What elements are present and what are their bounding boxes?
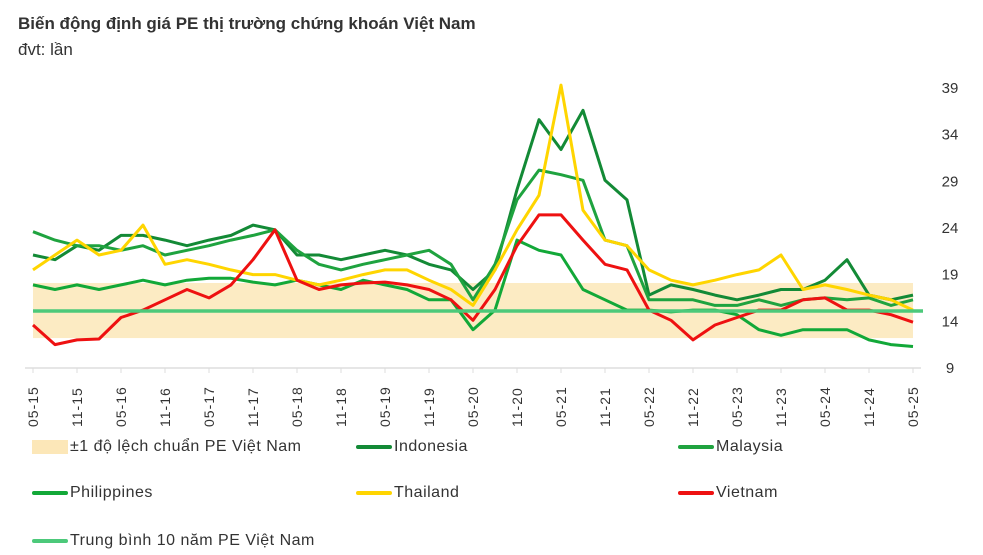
legend-label: Vietnam <box>716 484 778 501</box>
x-tick-label: 11-22 <box>685 387 701 427</box>
legend-label: Philippines <box>70 484 153 501</box>
legend-swatch <box>356 445 392 449</box>
legend-swatch <box>32 440 68 454</box>
x-tick-label: 11-17 <box>245 387 261 427</box>
x-tick-label: 05-24 <box>817 386 833 427</box>
series-line-malaysia <box>32 168 914 307</box>
legend-label: Thailand <box>394 484 460 501</box>
legend-swatch <box>356 491 392 495</box>
series-line-indonesia <box>32 108 914 302</box>
legend-label: Malaysia <box>716 438 784 455</box>
legend-swatch <box>32 491 68 495</box>
unit-label: đvt: lần <box>18 40 73 59</box>
x-tick-label: 11-18 <box>333 387 349 427</box>
y-tick-label: 14 <box>942 313 959 330</box>
y-tick-label: 39 <box>942 80 959 97</box>
x-tick-label: 05-15 <box>25 386 41 427</box>
y-tick-label: 34 <box>942 127 959 144</box>
series-line-thailand <box>32 83 914 312</box>
legend-swatch <box>678 445 714 449</box>
legend-label: ±1 độ lệch chuẩn PE Việt Nam <box>70 438 302 455</box>
x-tick-label: 11-23 <box>773 387 789 427</box>
x-tick-label: 11-21 <box>597 387 613 427</box>
x-tick-label: 11-20 <box>509 387 525 427</box>
legend-swatch <box>678 491 714 495</box>
legend-label: Indonesia <box>394 438 468 455</box>
legend-item-mean: Trung bình 10 năm PE Việt Nam <box>32 532 315 550</box>
x-tick-label: 05-25 <box>905 386 921 427</box>
x-tick-label: 05-20 <box>465 386 481 427</box>
x-tick-label: 05-23 <box>729 386 745 427</box>
y-tick-label: 19 <box>942 267 959 284</box>
x-tick-label: 11-19 <box>421 387 437 427</box>
legend-item-philippines: Philippines <box>32 484 153 502</box>
chart-title: Biến động định giá PE thị trường chứng k… <box>18 14 476 33</box>
series-line-philippines <box>32 238 914 348</box>
y-tick-label: 9 <box>946 360 954 377</box>
x-tick-label: 11-16 <box>157 387 173 427</box>
legend-item-malaysia: Malaysia <box>678 438 783 456</box>
x-tick-label: 11-24 <box>861 387 877 427</box>
legend-item-vietnam: Vietnam <box>678 484 778 502</box>
legend-item-band: ±1 độ lệch chuẩn PE Việt Nam <box>32 438 302 456</box>
x-tick-label: 11-15 <box>69 387 85 427</box>
x-tick-label: 05-21 <box>553 386 569 427</box>
x-tick-label: 05-18 <box>289 386 305 427</box>
x-tick-label: 05-19 <box>377 386 393 427</box>
y-tick-label: 24 <box>942 220 959 237</box>
legend-label: Trung bình 10 năm PE Việt Nam <box>70 532 315 549</box>
legend-item-indonesia: Indonesia <box>356 438 468 456</box>
x-tick-label: 05-22 <box>641 386 657 427</box>
legend-swatch <box>32 539 68 543</box>
y-tick-label: 29 <box>942 173 959 190</box>
pe-chart: 05-15 11-15 05-16 11-16 05-17 11-17 05-18 11-18… <box>25 80 959 427</box>
legend-item-thailand: Thailand <box>356 484 459 502</box>
x-tick-label: 05-16 <box>113 386 129 427</box>
x-tick-label: 05-17 <box>201 386 217 427</box>
